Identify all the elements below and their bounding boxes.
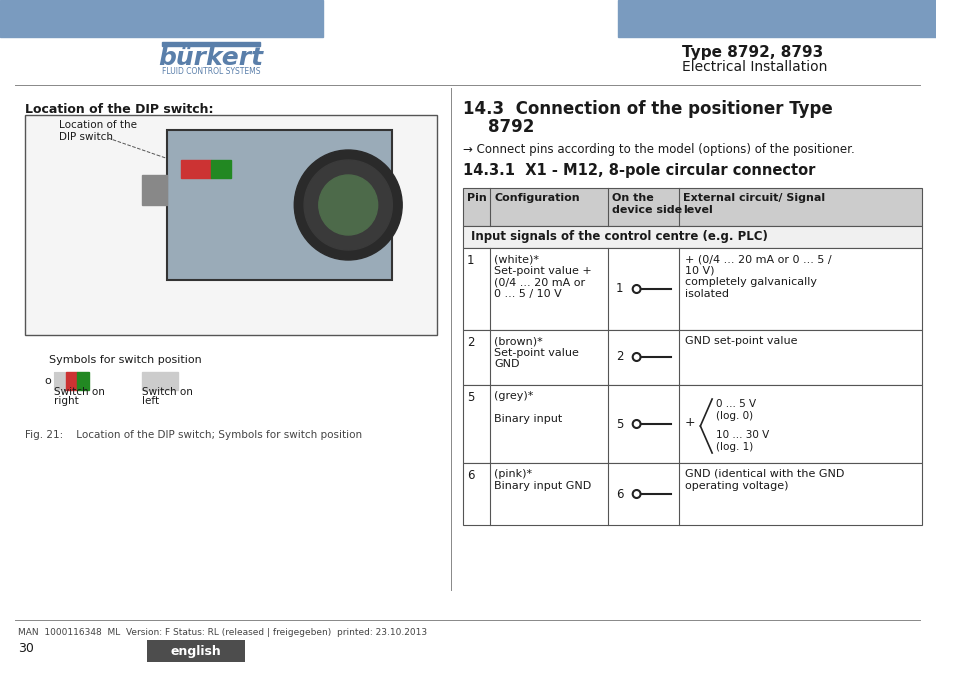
- Circle shape: [294, 150, 402, 260]
- Bar: [142, 372, 177, 390]
- Text: (log. 0): (log. 0): [716, 411, 753, 421]
- Text: (grey)*

Binary input: (grey)* Binary input: [494, 391, 562, 424]
- Text: +: +: [684, 416, 695, 429]
- Text: (log. 1): (log. 1): [716, 442, 753, 452]
- Text: Location of the DIP switch:: Location of the DIP switch:: [25, 103, 213, 116]
- Text: 5: 5: [466, 391, 474, 404]
- Bar: [618, 0, 935, 37]
- Text: 30: 30: [18, 642, 33, 655]
- Text: Symbols for switch position: Symbols for switch position: [49, 355, 202, 365]
- Bar: [462, 188, 922, 226]
- Text: GND (identical with the GND
operating voltage): GND (identical with the GND operating vo…: [684, 469, 843, 491]
- Text: 6: 6: [466, 469, 474, 482]
- Text: → Connect pins according to the model (options) of the positioner.: → Connect pins according to the model (o…: [462, 143, 854, 156]
- Bar: [77, 372, 90, 390]
- Text: Switch on: Switch on: [54, 387, 105, 397]
- Text: Fig. 21:    Location of the DIP switch; Symbols for switch position: Fig. 21: Location of the DIP switch; Sym…: [25, 430, 361, 440]
- Bar: [54, 372, 66, 390]
- Text: 2: 2: [616, 351, 623, 363]
- Circle shape: [632, 420, 639, 428]
- Text: 14.3.1  X1 - M12, 8-pole circular connector: 14.3.1 X1 - M12, 8-pole circular connect…: [462, 163, 815, 178]
- Text: 10 ... 30 V: 10 ... 30 V: [716, 430, 768, 440]
- Text: + (0/4 ... 20 mA or 0 ... 5 /
10 V)
completely galvanically
isolated: + (0/4 ... 20 mA or 0 ... 5 / 10 V) comp…: [684, 254, 830, 299]
- Text: DIP switch: DIP switch: [59, 132, 112, 142]
- Text: (brown)*
Set-point value
GND: (brown)* Set-point value GND: [494, 336, 578, 369]
- Bar: [147, 640, 245, 662]
- Text: Configuration: Configuration: [494, 193, 579, 203]
- Text: 14.3  Connection of the positioner Type: 14.3 Connection of the positioner Type: [462, 100, 832, 118]
- Text: Type 8792, 8793: Type 8792, 8793: [681, 44, 822, 59]
- Bar: [462, 248, 922, 330]
- Text: 2: 2: [466, 336, 474, 349]
- Text: FLUID CONTROL SYSTEMS: FLUID CONTROL SYSTEMS: [161, 67, 260, 77]
- Bar: [142, 175, 167, 205]
- Circle shape: [318, 175, 377, 235]
- Text: 1: 1: [616, 283, 623, 295]
- Text: Pin: Pin: [466, 193, 486, 203]
- Text: bürkert: bürkert: [158, 46, 263, 70]
- Text: 6: 6: [616, 487, 623, 501]
- Bar: [167, 130, 392, 280]
- Bar: [211, 160, 231, 178]
- Bar: [66, 372, 77, 390]
- Text: Location of the: Location of the: [59, 120, 136, 130]
- Text: 0 ... 5 V: 0 ... 5 V: [716, 399, 756, 409]
- Text: GND set-point value: GND set-point value: [684, 336, 797, 346]
- Bar: [462, 226, 922, 248]
- Bar: [462, 330, 922, 385]
- Text: On the
device side: On the device side: [612, 193, 681, 215]
- Text: Input signals of the control centre (e.g. PLC): Input signals of the control centre (e.g…: [471, 230, 767, 243]
- Circle shape: [304, 160, 392, 250]
- Bar: [462, 385, 922, 463]
- Text: left: left: [142, 396, 159, 406]
- Text: Switch on: Switch on: [142, 387, 193, 397]
- Text: o: o: [45, 376, 51, 386]
- Bar: [462, 463, 922, 525]
- Circle shape: [632, 353, 639, 361]
- Text: english: english: [171, 645, 221, 658]
- Bar: [181, 160, 211, 178]
- Circle shape: [632, 490, 639, 498]
- Bar: [0, 0, 322, 37]
- Text: (white)*
Set-point value +
(0/4 ... 20 mA or
0 ... 5 / 10 V: (white)* Set-point value + (0/4 ... 20 m…: [494, 254, 592, 299]
- Bar: [162, 42, 259, 46]
- Text: (pink)*
Binary input GND: (pink)* Binary input GND: [494, 469, 591, 491]
- Bar: [25, 115, 436, 335]
- Text: MAN  1000116348  ML  Version: F Status: RL (released | freigegeben)  printed: 23: MAN 1000116348 ML Version: F Status: RL …: [18, 628, 426, 637]
- Text: 1: 1: [466, 254, 474, 267]
- Text: Electrical Installation: Electrical Installation: [681, 60, 826, 74]
- Text: 5: 5: [616, 417, 622, 431]
- Circle shape: [632, 285, 639, 293]
- Bar: [54, 372, 66, 390]
- Text: right: right: [54, 396, 78, 406]
- Text: 8792: 8792: [487, 118, 534, 136]
- Text: External circuit/ Signal
level: External circuit/ Signal level: [682, 193, 824, 215]
